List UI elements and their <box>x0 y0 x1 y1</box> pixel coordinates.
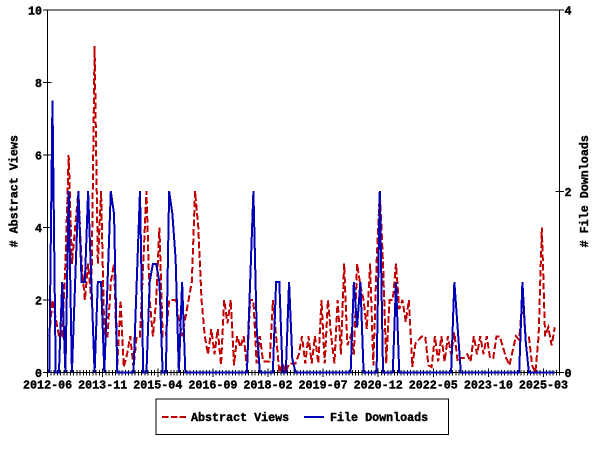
svg-text:# Abstract Views: # Abstract Views <box>8 135 22 247</box>
svg-text:10: 10 <box>28 5 42 19</box>
svg-text:2015-04: 2015-04 <box>133 379 182 393</box>
svg-text:2023-10: 2023-10 <box>464 379 513 393</box>
svg-text:File Downloads: File Downloads <box>330 411 428 425</box>
svg-text:2: 2 <box>35 295 42 309</box>
svg-text:2012-06: 2012-06 <box>23 379 72 393</box>
svg-text:2020-12: 2020-12 <box>354 379 403 393</box>
svg-text:Abstract Views: Abstract Views <box>191 411 289 425</box>
svg-text:6: 6 <box>35 150 42 164</box>
svg-text:2025-03: 2025-03 <box>519 379 568 393</box>
svg-text:# File Downloads: # File Downloads <box>578 135 592 247</box>
svg-text:0: 0 <box>35 367 42 381</box>
svg-text:4: 4 <box>565 5 572 19</box>
svg-text:2022-05: 2022-05 <box>409 379 458 393</box>
svg-text:8: 8 <box>35 77 42 91</box>
svg-text:2013-11: 2013-11 <box>78 379 127 393</box>
svg-text:4: 4 <box>35 222 42 236</box>
svg-text:2016-09: 2016-09 <box>188 379 237 393</box>
svg-text:2019-07: 2019-07 <box>299 379 348 393</box>
svg-text:0: 0 <box>565 367 572 381</box>
svg-text:2018-02: 2018-02 <box>243 379 292 393</box>
svg-text:2: 2 <box>565 186 572 200</box>
